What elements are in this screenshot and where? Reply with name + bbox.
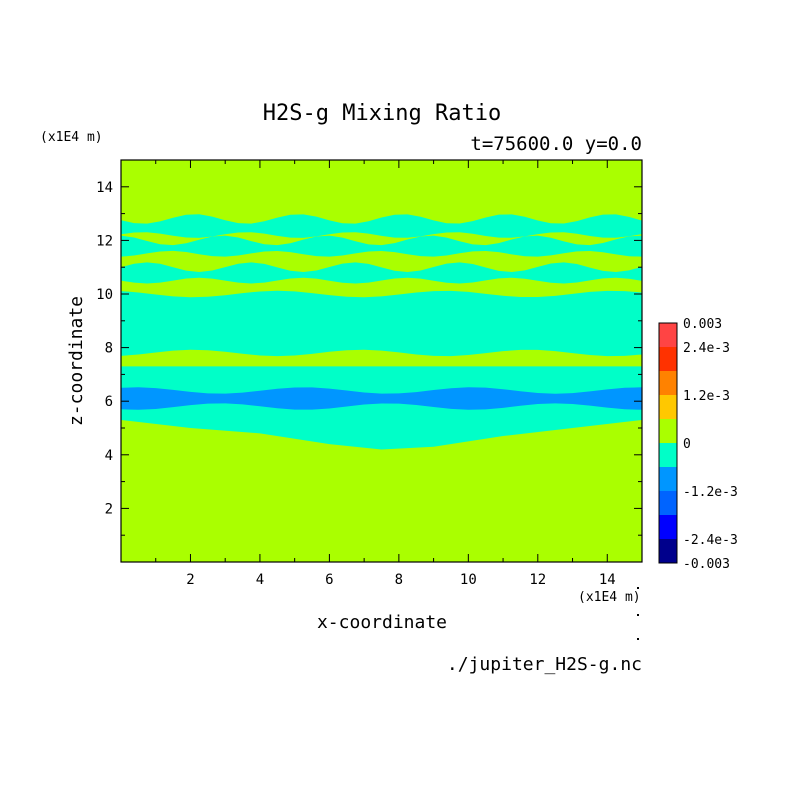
colorbar-segment — [659, 539, 677, 563]
colorbar-frame — [658, 322, 678, 564]
source-file-label: ./jupiter_H2S-g.nc — [447, 654, 642, 675]
colorbar-segment — [659, 395, 677, 419]
colorbar: 0.003 2.4e-3 1.2e-3 0 -1.2e-3 -2.4e-3 -0.003 — [658, 317, 738, 572]
colorbar-segment — [659, 515, 677, 539]
y-axis-unit: (x1E4 m) — [40, 130, 103, 145]
colorbar-tick-label: 1.2e-3 — [683, 389, 730, 404]
x-tick-label: 4 — [256, 572, 264, 588]
y-tick-label: 12 — [96, 233, 113, 249]
x-axis-title: x-coordinate — [317, 612, 447, 633]
colorbar-tick-label: -0.003 — [683, 557, 730, 572]
y-tick-label: 14 — [96, 180, 113, 196]
chart-title: H2S-g Mixing Ratio — [263, 101, 501, 126]
y-axis-ticks: 2 4 6 8 10 12 14 — [96, 180, 642, 536]
y-tick-label: 4 — [105, 448, 113, 464]
colorbar-tick-label: 2.4e-3 — [683, 341, 730, 356]
contour-band — [121, 214, 642, 238]
contour-region — [121, 387, 642, 410]
page-marks — [637, 587, 639, 640]
y-tick-label: 8 — [105, 341, 113, 357]
colorbar-segment — [659, 347, 677, 371]
colorbar-tick-label: -2.4e-3 — [683, 533, 738, 548]
contour-region — [121, 290, 642, 357]
chart-subtitle: t=75600.0 y=0.0 — [470, 133, 642, 155]
colorbar-segment — [659, 467, 677, 491]
x-tick-label: 2 — [186, 572, 194, 588]
colorbar-segment — [659, 491, 677, 515]
colorbar-segment — [659, 419, 677, 443]
y-tick-label: 10 — [96, 287, 113, 303]
y-axis-title: z-coordinate — [66, 296, 87, 426]
contour-regions — [121, 214, 642, 450]
x-tick-label: 8 — [395, 572, 403, 588]
x-axis-unit: (x1E4 m) — [578, 590, 641, 605]
colorbar-tick-label: -1.2e-3 — [683, 485, 738, 500]
contour-region — [121, 366, 642, 450]
x-tick-label: 14 — [599, 572, 616, 588]
x-axis-ticks: 2 4 6 8 10 12 14 — [155, 160, 616, 588]
colorbar-tick-label: 0 — [683, 437, 691, 452]
x-tick-label: 6 — [325, 572, 333, 588]
colorbar-segment — [659, 371, 677, 395]
x-tick-label: 10 — [460, 572, 477, 588]
y-tick-label: 6 — [105, 394, 113, 410]
colorbar-segment — [659, 323, 677, 347]
x-tick-label: 12 — [529, 572, 546, 588]
colorbar-tick-label: 0.003 — [683, 317, 722, 332]
contour-band — [121, 235, 642, 257]
contour-band — [121, 262, 642, 284]
y-tick-label: 2 — [105, 501, 113, 517]
colorbar-segment — [659, 443, 677, 467]
plot-frame — [120, 159, 643, 563]
heatmap-plot-area — [120, 159, 643, 563]
